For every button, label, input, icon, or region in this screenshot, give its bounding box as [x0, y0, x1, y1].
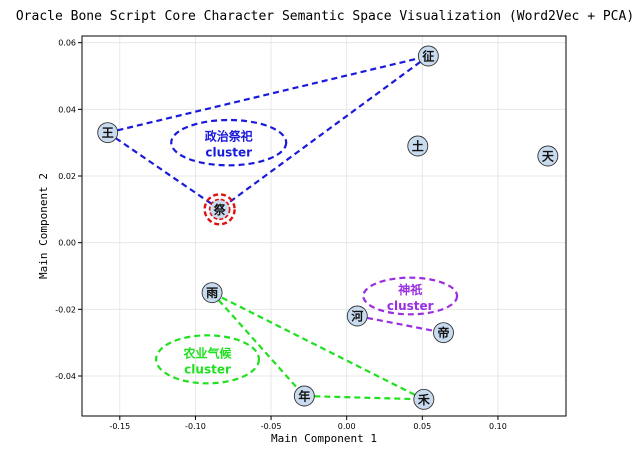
point-label: 帝	[437, 325, 449, 340]
x-tick-label: 0.10	[489, 422, 507, 431]
cluster-label: 神祇	[398, 282, 422, 297]
scatter-point	[346, 305, 368, 327]
scatter-point	[413, 388, 435, 410]
scatter-point	[537, 145, 559, 167]
scatter-point	[97, 122, 119, 144]
point-label: 祭	[213, 202, 227, 217]
y-axis-label: Main Component 2	[37, 173, 50, 279]
point-label: 征	[422, 49, 434, 64]
y-axis-ticks: 0.06 0.04 0.02 0.00 -0.02 -0.04	[55, 39, 82, 381]
cluster-edge	[357, 314, 444, 334]
x-tick-label: 0.05	[413, 422, 431, 431]
x-tick-label: -0.15	[109, 422, 130, 431]
y-tick-label: 0.02	[58, 172, 76, 181]
cluster-label: 政治祭祀	[205, 129, 253, 144]
y-tick-label: 0.00	[58, 239, 76, 248]
cluster-ellipse	[170, 118, 288, 167]
cluster-edges	[107, 54, 444, 401]
point-label: 禾	[418, 393, 431, 407]
point-label: 王	[102, 126, 114, 140]
cluster-ellipses: 政治祭祀 cluster 神祇 cluster 农业气候 cluster	[155, 118, 459, 385]
cluster-ellipse	[155, 334, 261, 385]
x-axis-ticks: -0.15 -0.10 -0.05 0.00 0.05 0.10	[109, 416, 507, 431]
scatter-point	[208, 198, 231, 221]
y-tick-label: -0.04	[55, 372, 76, 381]
highlight-ring	[203, 193, 236, 226]
scatter-point	[433, 322, 454, 344]
x-axis-label: Main Component 1	[271, 432, 377, 445]
scatter-point	[201, 282, 223, 304]
scatter-point	[417, 45, 439, 67]
cluster-edge	[304, 394, 424, 401]
cluster-edge	[107, 131, 221, 211]
x-tick-label: -0.05	[261, 422, 282, 431]
y-tick-label: 0.06	[58, 39, 76, 48]
grid-layer	[82, 36, 566, 416]
cluster-label: 农业气候	[183, 345, 233, 360]
point-label: 天	[542, 150, 555, 164]
cluster-ellipse	[362, 276, 459, 316]
cluster-edge	[211, 291, 306, 397]
chart-title: Oracle Bone Script Core Character Semant…	[16, 9, 634, 24]
cluster-edge	[218, 55, 430, 211]
point-label: 土	[412, 139, 424, 154]
cluster-label-sub: cluster	[387, 299, 434, 313]
scatter-point	[407, 135, 429, 157]
x-tick-label: 0.00	[338, 422, 356, 431]
point-label: 河	[350, 309, 363, 324]
point-label: 年	[298, 389, 310, 404]
scatter-point	[293, 385, 315, 407]
y-tick-label: -0.02	[55, 305, 76, 314]
cluster-label-sub: cluster	[205, 146, 252, 160]
y-tick-label: 0.04	[58, 105, 76, 114]
cluster-edge	[107, 54, 429, 134]
plot-frame	[81, 35, 567, 417]
x-tick-label: -0.10	[185, 422, 206, 431]
cluster-label-sub: cluster	[184, 362, 231, 376]
point-label: 雨	[206, 286, 218, 300]
